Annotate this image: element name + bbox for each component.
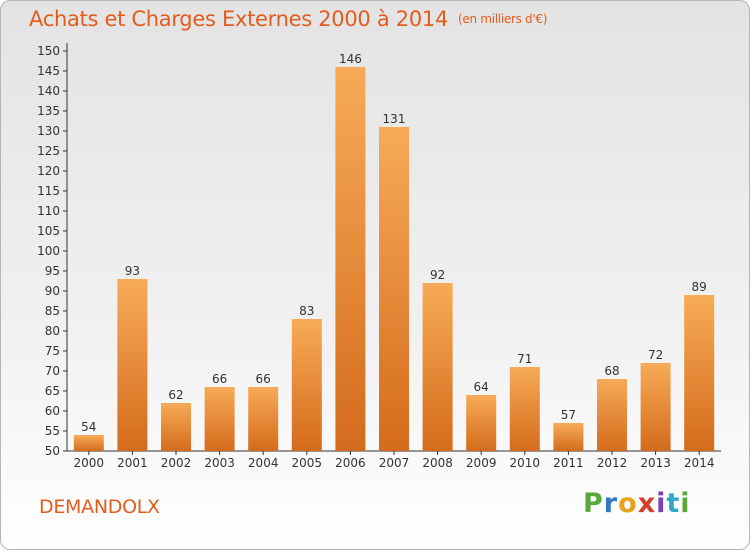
bar [73,435,104,451]
data-label: 66 [212,372,227,386]
bar [597,379,627,451]
y-tick-label: 85 [45,304,60,318]
y-tick-label: 75 [45,344,60,358]
x-tick-label: 2001 [117,456,148,470]
logo-letter: i [656,488,667,519]
y-tick-label: 60 [45,404,60,418]
x-tick-label: 2002 [161,456,192,470]
chart-axes: 50 55 60 65 70 75 80 85 90 95 100 105 110 115 120 125 13… [37,43,721,470]
y-tick-label: 145 [37,64,60,78]
x-tick-label: 2007 [379,456,410,470]
chart-data-labels: 54 93 62 66 66 83 146 131 92 64 71 57 68 72 89 [81,52,707,434]
x-tick-label: 2011 [553,456,584,470]
data-label: 66 [256,372,271,386]
bar [466,395,497,451]
bar [161,403,191,451]
x-tick-label: 2006 [335,456,366,470]
x-tick-label: 2014 [684,456,715,470]
x-tick-label: 2010 [510,456,541,470]
bar [509,367,540,451]
commune-label: DEMANDOLX [39,496,160,518]
data-label: 93 [125,264,140,278]
logo-letter: x [637,488,657,519]
y-tick-label: 55 [45,424,60,438]
x-tick-label: 2009 [466,456,497,470]
y-tick-label: 110 [37,204,60,218]
y-tick-label: 70 [45,364,60,378]
y-tick-label: 100 [37,244,60,258]
logo-letter: r [603,488,619,519]
logo-letter: t [666,488,681,519]
y-tick-label: 50 [45,444,60,458]
logo-letter: i [680,488,691,519]
data-label: 64 [474,380,489,394]
y-tick-label: 135 [37,104,60,118]
proxiti-logo[interactable]: Proxiti [583,488,691,519]
y-tick-label: 90 [45,284,60,298]
x-tick-label: 2000 [74,456,105,470]
bar [553,423,584,451]
bar [335,67,366,451]
data-label: 54 [81,420,96,434]
y-tick-label: 150 [37,44,60,58]
data-label: 57 [561,408,576,422]
data-label: 62 [168,388,183,402]
chart-title: Achats et Charges Externes 2000 à 2014 (e… [29,7,547,31]
x-tick-label: 2008 [422,456,453,470]
logo-letter: P [583,488,604,519]
y-tick-label: 140 [37,84,60,98]
bar [684,295,715,451]
x-tick-label: 2005 [292,456,323,470]
data-label: 89 [692,280,707,294]
data-label: 83 [299,304,314,318]
chart-title-text: Achats et Charges Externes 2000 à 2014 [29,7,449,31]
bar [422,283,453,451]
x-tick-label: 2012 [597,456,628,470]
y-tick-label: 115 [37,184,60,198]
bar [291,319,322,451]
y-tick-label: 105 [37,224,60,238]
bar [117,279,148,451]
data-label: 72 [648,348,663,362]
y-tick-label: 130 [37,124,60,138]
data-label: 68 [604,364,619,378]
y-tick-label: 65 [45,384,60,398]
x-tick-label: 2004 [248,456,279,470]
data-label: 71 [517,352,532,366]
bar [379,127,409,451]
y-tick-label: 80 [45,324,60,338]
y-tick-label: 95 [45,264,60,278]
logo-letter: o [618,488,638,519]
data-label: 146 [339,52,362,66]
x-tick-label: 2013 [640,456,671,470]
x-tick-label: 2003 [204,456,235,470]
y-tick-label: 120 [37,164,60,178]
data-label: 92 [430,268,445,282]
data-label: 131 [383,112,406,126]
y-tick-label: 125 [37,144,60,158]
bar [640,363,671,451]
chart-bars [73,67,715,451]
bar [248,387,279,451]
chart-subtitle: (en milliers d'€) [458,12,548,26]
bar [204,387,235,451]
